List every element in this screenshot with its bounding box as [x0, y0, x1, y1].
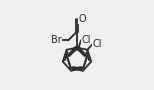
Text: Cl: Cl [81, 35, 91, 45]
Text: Br: Br [51, 35, 61, 45]
Text: Cl: Cl [93, 39, 102, 49]
Text: O: O [78, 14, 86, 24]
